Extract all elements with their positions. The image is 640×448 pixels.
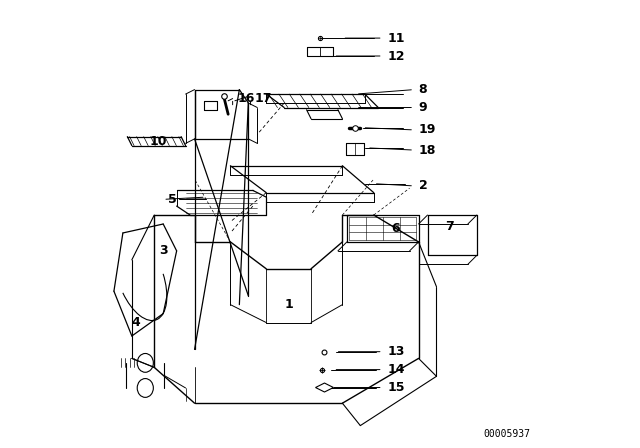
Text: 10: 10 <box>150 134 167 148</box>
Text: 11: 11 <box>387 31 404 45</box>
Text: 14: 14 <box>387 363 404 376</box>
Text: 3: 3 <box>159 244 167 258</box>
Text: 12: 12 <box>387 49 404 63</box>
Text: 8: 8 <box>419 83 427 96</box>
Text: 00005937: 00005937 <box>484 429 531 439</box>
Text: 17: 17 <box>255 92 273 105</box>
Text: 9: 9 <box>419 101 427 114</box>
Text: 4: 4 <box>132 316 141 329</box>
Text: 13: 13 <box>387 345 404 358</box>
Text: 2: 2 <box>419 179 428 193</box>
Text: 16: 16 <box>237 92 255 105</box>
Text: 1: 1 <box>284 298 293 311</box>
Text: 6: 6 <box>392 222 400 235</box>
Text: 15: 15 <box>387 381 404 394</box>
Text: 18: 18 <box>419 143 436 157</box>
Text: 5: 5 <box>168 193 177 206</box>
Text: 19: 19 <box>419 123 436 137</box>
Text: 7: 7 <box>445 220 454 233</box>
